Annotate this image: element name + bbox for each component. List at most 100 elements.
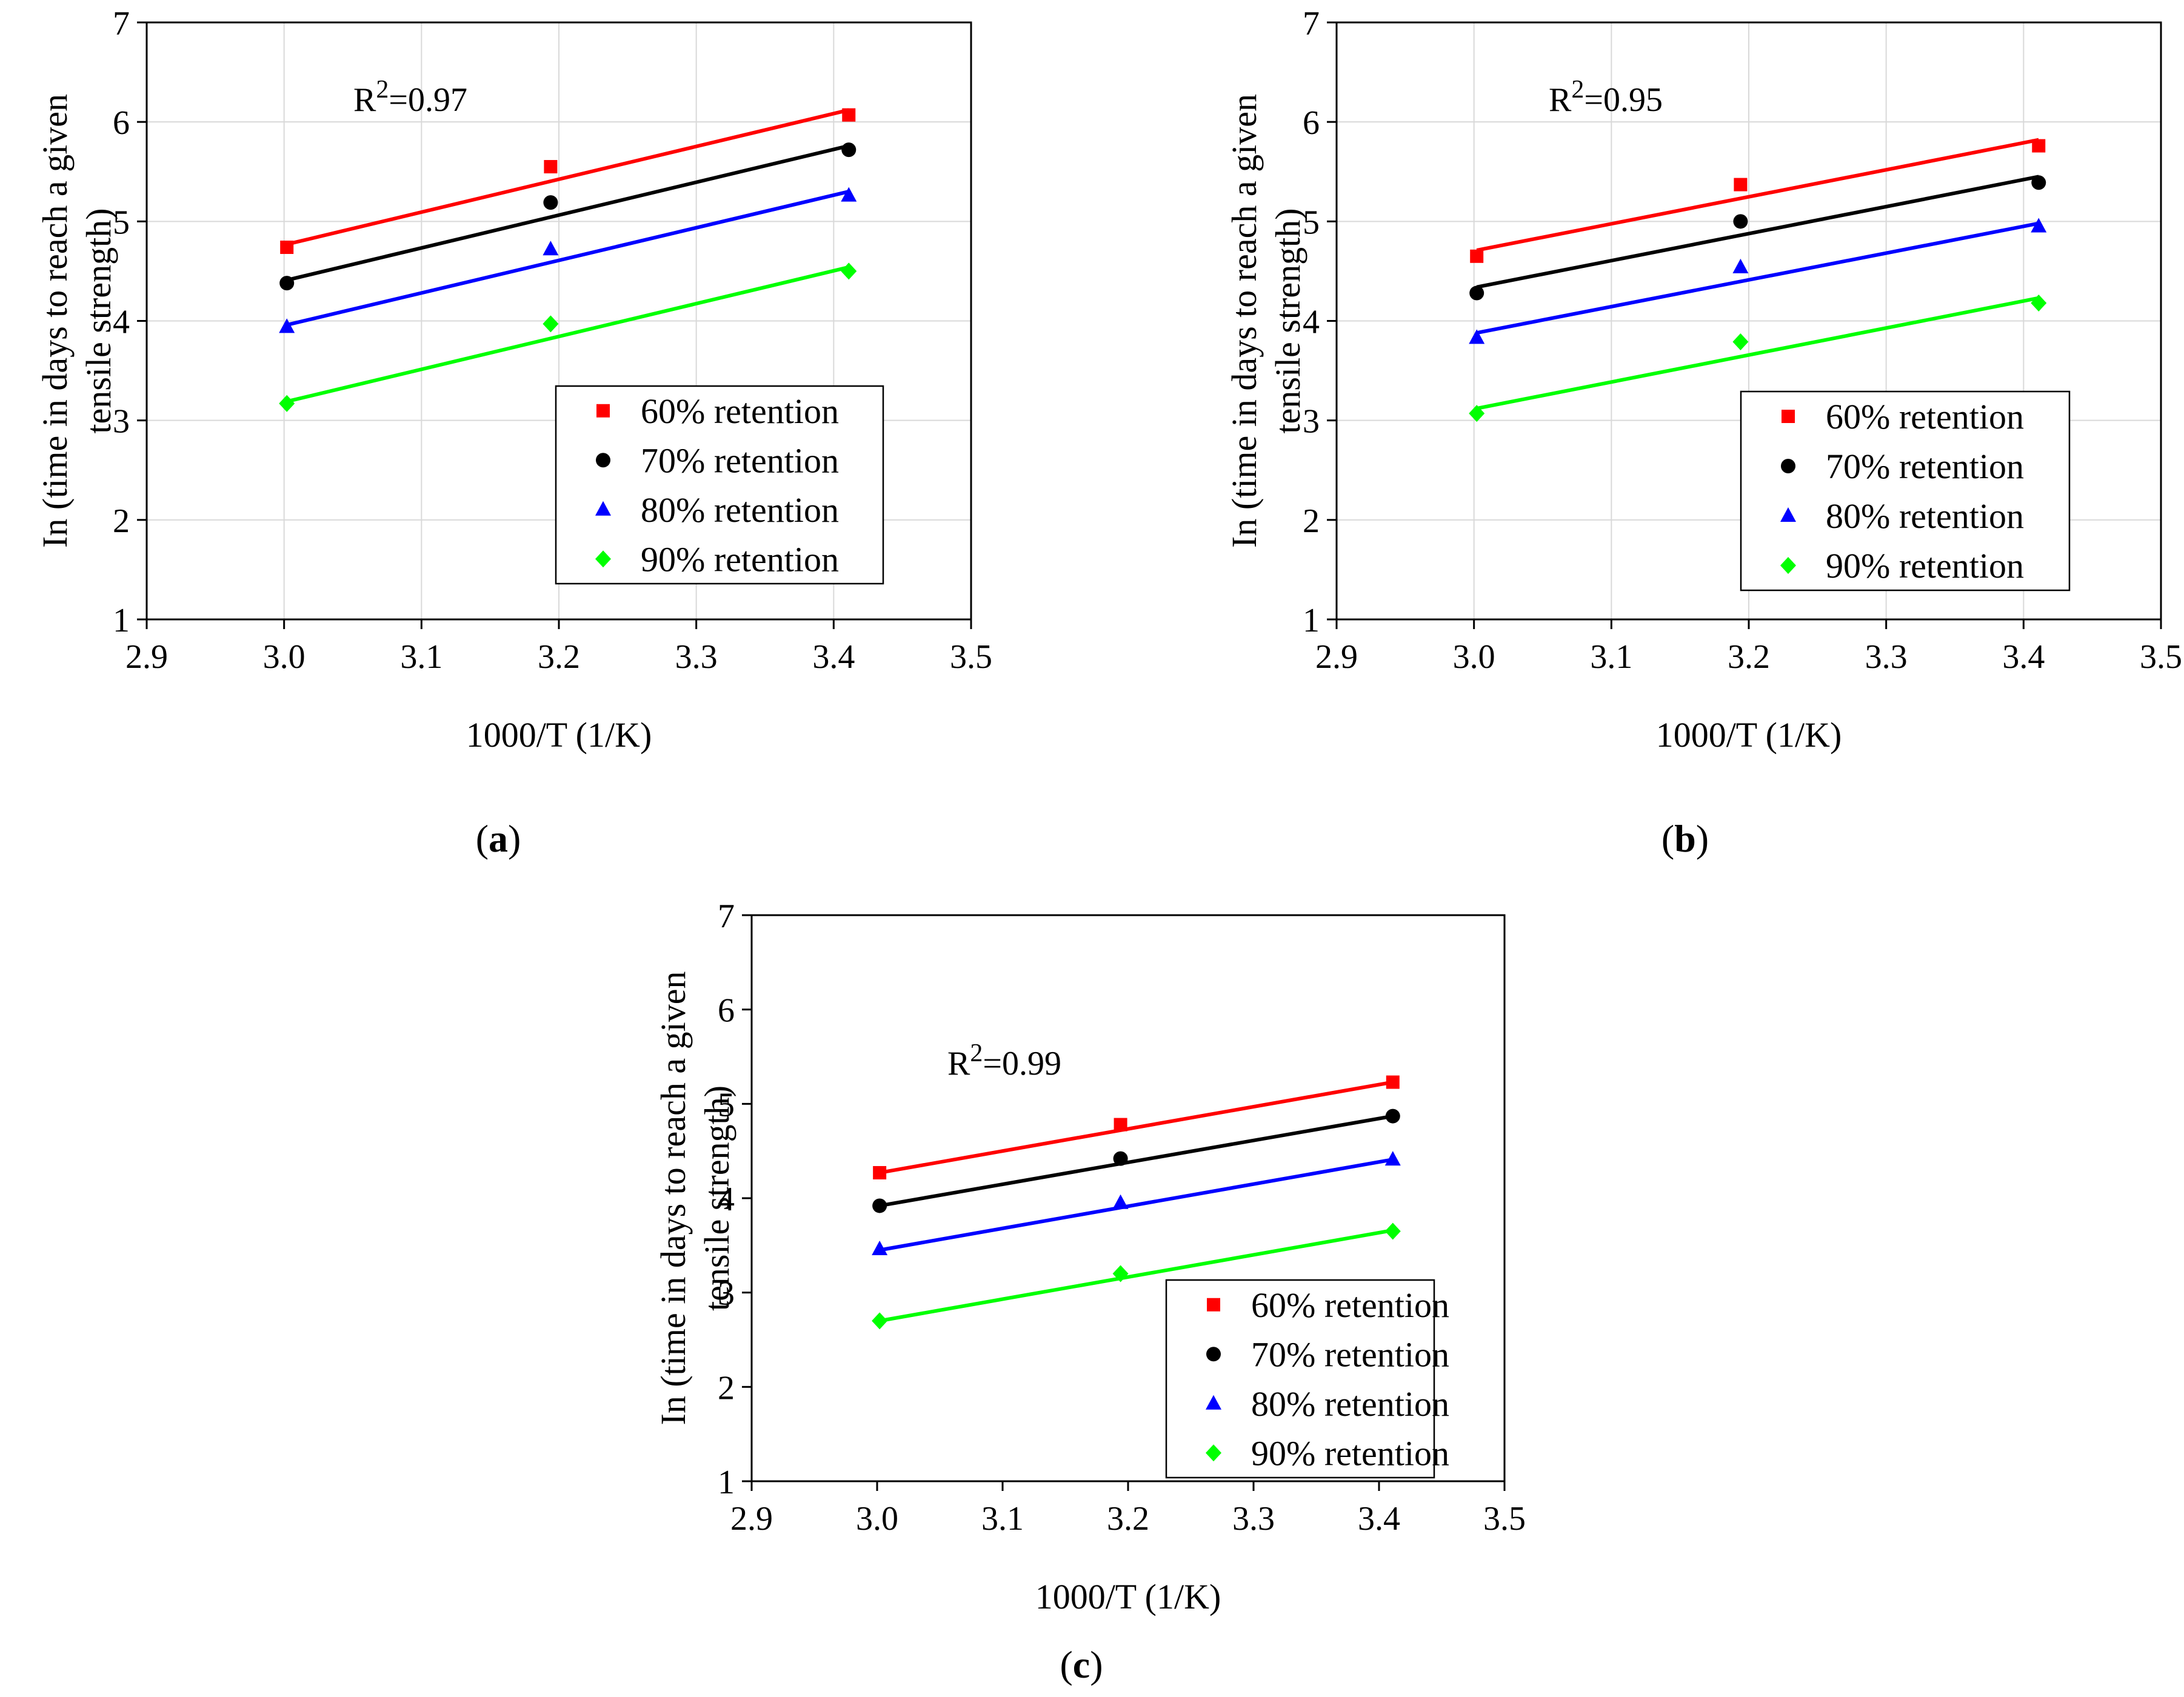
- x-tick-label: 3.4: [1358, 1500, 1400, 1538]
- panel-label-close-paren: ): [1696, 817, 1709, 860]
- legend: 60% retention 70% retention 80% retention 9…: [1165, 1279, 1449, 1479]
- fit-line: [879, 1158, 1394, 1252]
- r-squared-superscript: 2: [1571, 76, 1584, 104]
- fit-line: [1476, 296, 2039, 410]
- legend-label: 60% retention: [1826, 397, 2024, 436]
- legend-marker: [595, 501, 611, 516]
- y-axis-label: In (time in days to reach a given tensile…: [1224, 94, 1307, 548]
- x-tick-label: 3.5: [950, 638, 992, 676]
- legend-label: 70% retention: [1826, 447, 2024, 486]
- data-point: [2031, 294, 2047, 312]
- legend-label: 90% retention: [1826, 546, 2024, 585]
- y-tick-label: 5: [113, 204, 130, 241]
- x-tick-label: 2.9: [1315, 638, 1358, 676]
- legend-box: [1740, 390, 2071, 592]
- data-point: [1384, 1151, 1401, 1166]
- y-tick-label: 1: [113, 602, 130, 639]
- legend-label: 70% retention: [641, 441, 839, 480]
- fit-line: [286, 108, 849, 247]
- y-axis-label-line: tensile strength): [697, 1085, 736, 1311]
- data-point: [2031, 175, 2046, 190]
- legend-label: 80% retention: [1251, 1384, 1449, 1424]
- data-point: [1469, 329, 1485, 344]
- legend-label: 60% retention: [641, 392, 839, 431]
- data-point: [1470, 249, 1484, 263]
- y-axis-label-line: In (time in days to reach a given: [1224, 94, 1264, 548]
- y-axis-label: In (time in days to reach a given tensile…: [653, 972, 736, 1425]
- y-axis-label-line: In (time in days to reach a given: [35, 94, 75, 548]
- data-point: [1733, 214, 1748, 229]
- legend-box: [1165, 1279, 1435, 1479]
- panel-label-letter: a: [489, 817, 508, 860]
- x-tick-label: 3.5: [1483, 1500, 1526, 1538]
- y-tick-label: 7: [718, 898, 735, 935]
- x-axis-label: 1000/T (1/K): [1656, 715, 1842, 755]
- fit-line: [879, 1114, 1394, 1208]
- data-point: [279, 395, 295, 412]
- legend-label: 80% retention: [1826, 496, 2024, 536]
- chart-panel-a: 2.9 3.0 3.1 3.2 3.3 3.4 3.5 1 2 3 4 5 6 7 1000/T (1/K)…: [35, 5, 992, 860]
- panel-label-close-paren: ): [1090, 1643, 1103, 1686]
- chart-panel-c: 2.9 3.0 3.1 3.2 3.3 3.4 3.5 1 2 3 4 5 6 7 1000/T (1/K)…: [653, 898, 1526, 1686]
- x-tick-label: 3.4: [812, 638, 855, 676]
- r-squared-annotation: R2=0.99: [947, 1039, 1061, 1082]
- r-squared-value: =0.95: [1584, 81, 1663, 119]
- legend-marker: [1782, 410, 1795, 423]
- data-point: [1732, 258, 1749, 273]
- data-point: [1469, 405, 1485, 422]
- legend-marker: [1781, 459, 1795, 473]
- legend-box: [555, 385, 884, 585]
- data-point: [1384, 1222, 1401, 1240]
- r-squared-value: =0.99: [983, 1045, 1061, 1082]
- x-tick-label: 3.2: [538, 638, 580, 676]
- data-point: [279, 276, 295, 291]
- data-point: [543, 315, 559, 333]
- legend: 60% retention 70% retention 80% retention 9…: [555, 385, 884, 585]
- y-axis-label-line: tensile strength): [1268, 208, 1307, 433]
- x-tick-label: 3.4: [2002, 638, 2045, 676]
- y-tick-label: 3: [113, 403, 130, 441]
- data-point: [1112, 1194, 1129, 1209]
- r-squared-annotation: R2=0.95: [1549, 76, 1663, 119]
- r-squared-superscript: 2: [376, 76, 389, 104]
- data-point: [543, 195, 558, 210]
- data-point: [842, 108, 856, 122]
- data-point: [841, 187, 857, 202]
- legend-marker: [596, 404, 610, 418]
- data-point: [873, 1165, 887, 1179]
- x-tick-label: 3.0: [856, 1500, 898, 1538]
- legend-marker: [1207, 1298, 1220, 1312]
- x-tick-label: 2.9: [125, 638, 168, 676]
- y-tick-label: 5: [1303, 204, 1320, 241]
- y-tick-label: 7: [113, 5, 130, 42]
- y-tick-label: 3: [1303, 403, 1320, 441]
- data-point: [841, 262, 857, 280]
- y-tick-label: 7: [1303, 5, 1320, 42]
- fit-line: [1476, 175, 2039, 289]
- data-point: [841, 142, 857, 158]
- y-tick-label: 4: [113, 304, 130, 341]
- x-tick-label: 3.2: [1107, 1500, 1149, 1538]
- legend-marker: [595, 550, 611, 568]
- r-squared-prefix: R: [1549, 81, 1572, 119]
- fit-line: [286, 144, 849, 282]
- panel-label: (c): [1060, 1643, 1103, 1686]
- y-tick-label: 6: [113, 104, 130, 142]
- legend-marker: [596, 453, 610, 468]
- x-tick-label: 3.3: [1232, 1500, 1275, 1538]
- y-tick-label: 2: [1303, 502, 1320, 540]
- x-tick-label: 3.3: [1865, 638, 1908, 676]
- data-point: [1732, 333, 1749, 350]
- legend: 60% retention 70% retention 80% retention 9…: [1740, 390, 2071, 592]
- r-squared-prefix: R: [947, 1045, 970, 1082]
- y-tick-label: 4: [718, 1181, 735, 1218]
- x-tick-label: 3.1: [981, 1500, 1024, 1538]
- legend-marker: [1206, 1444, 1221, 1462]
- legend-marker: [1206, 1347, 1221, 1362]
- data-point: [1385, 1109, 1400, 1124]
- x-tick-label: 3.1: [1590, 638, 1632, 676]
- fit-line: [1476, 221, 2039, 335]
- data-point: [1386, 1075, 1400, 1089]
- y-tick-label: 2: [113, 502, 130, 540]
